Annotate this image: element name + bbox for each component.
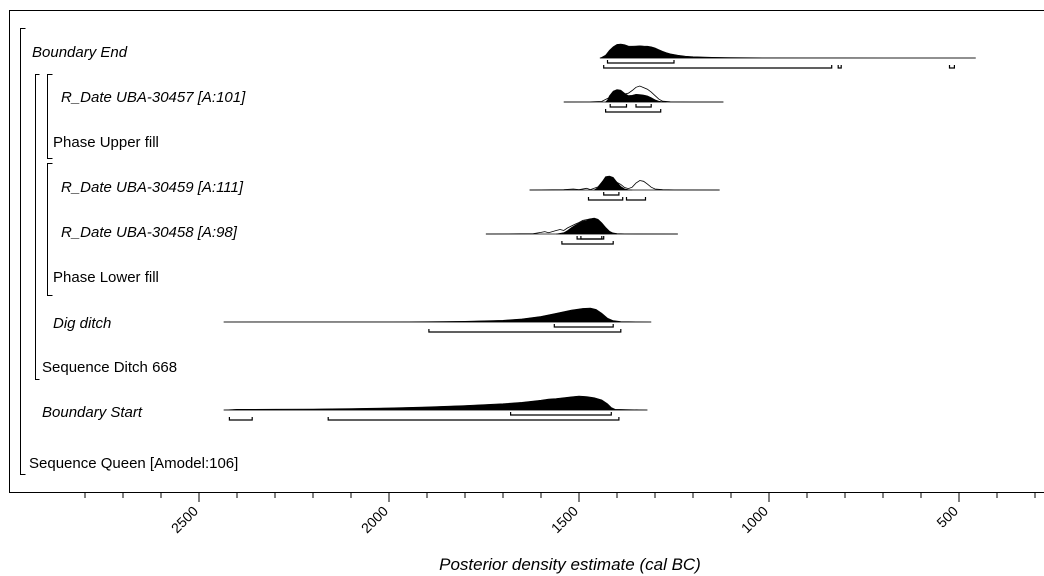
posterior-density bbox=[599, 43, 976, 59]
range-95-bracket bbox=[603, 65, 833, 69]
range-95-bracket bbox=[625, 197, 647, 201]
row-label-boundary-end: Boundary End bbox=[32, 44, 128, 61]
x-axis: 2500 2000 1500 1000 500 bbox=[84, 492, 1036, 536]
posterior-density bbox=[556, 217, 618, 235]
bracket-phase-lower bbox=[47, 163, 53, 296]
range-95-bracket bbox=[228, 417, 253, 421]
range-95-bracket bbox=[837, 65, 842, 69]
x-tick-label: 1500 bbox=[548, 503, 581, 536]
row-label-sequence-ditch-668: Sequence Ditch 668 bbox=[42, 359, 177, 376]
x-tick-label: 2500 bbox=[168, 503, 201, 536]
row-label-uba-30458: R_Date UBA-30458 [A:98] bbox=[61, 224, 238, 241]
range-68-bracket bbox=[606, 60, 675, 64]
row-label-uba-30457: R_Date UBA-30457 [A:101] bbox=[61, 89, 246, 106]
range-68-bracket bbox=[553, 324, 614, 328]
x-tick-label: 500 bbox=[933, 503, 961, 531]
row-label-uba-30459: R_Date UBA-30459 [A:111] bbox=[61, 179, 244, 196]
range-95-bracket bbox=[561, 241, 614, 245]
bracket-sequence-queen bbox=[20, 28, 26, 475]
range-68-bracket bbox=[580, 236, 605, 240]
range-68-bracket bbox=[635, 104, 652, 108]
row-label-phase-lower-fill: Phase Lower fill bbox=[53, 269, 159, 286]
range-95-bracket bbox=[428, 329, 622, 333]
row-label-phase-upper-fill: Phase Upper fill bbox=[53, 134, 159, 151]
range-95-bracket bbox=[327, 417, 620, 421]
likelihood-curve bbox=[529, 176, 720, 191]
bracket-phase-upper bbox=[47, 74, 53, 159]
x-tick-label: 2000 bbox=[358, 503, 391, 536]
x-axis-title: Posterior density estimate (cal BC) bbox=[439, 555, 701, 574]
row-label-boundary-start: Boundary Start bbox=[42, 404, 143, 421]
posterior-density bbox=[604, 89, 667, 103]
row-label-dig-ditch: Dig ditch bbox=[53, 315, 111, 332]
range-95-bracket bbox=[948, 65, 955, 69]
distributions-group bbox=[223, 43, 976, 421]
x-tick-label: 1000 bbox=[738, 503, 771, 536]
range-95-bracket bbox=[587, 197, 624, 201]
range-95-bracket bbox=[605, 109, 662, 113]
range-68-bracket bbox=[603, 192, 620, 196]
row-label-sequence-queen: Sequence Queen [Amodel:106] bbox=[29, 455, 238, 472]
range-68-bracket bbox=[609, 104, 628, 108]
posterior-density bbox=[223, 307, 652, 323]
posterior-density bbox=[223, 395, 648, 411]
range-68-bracket bbox=[510, 412, 612, 416]
bracket-sequence-ditch bbox=[35, 74, 40, 380]
plot-frame bbox=[9, 10, 1044, 493]
